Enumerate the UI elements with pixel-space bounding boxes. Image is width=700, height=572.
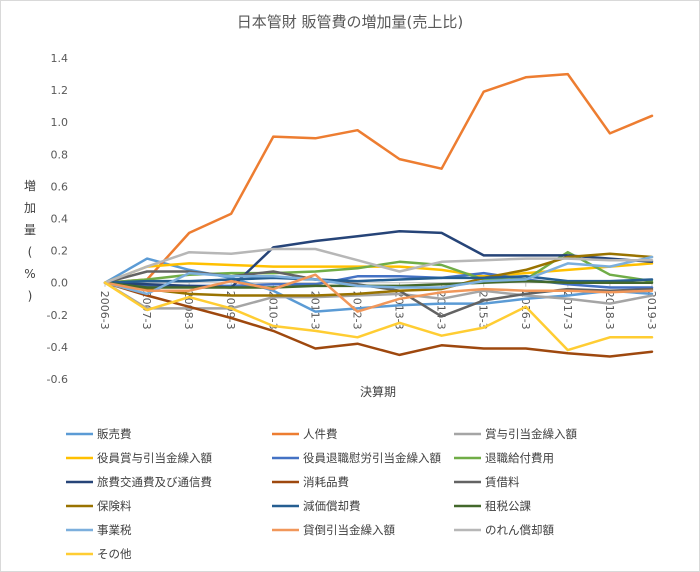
y-tick-label: 1.4 (51, 52, 69, 65)
legend-label: 賞与引当金繰入額 (485, 427, 577, 441)
y-tick-label: -0.6 (47, 373, 68, 386)
legend-label: 人件費 (303, 427, 338, 441)
y-axis-ticks: -0.6 -0.4 -0.2 0.0 0.2 0.4 0.6 0.8 1.0 1.2 1.4 (47, 52, 68, 386)
legend-label: 賃借料 (485, 475, 520, 489)
x-tick-label: 2017-3 (561, 291, 574, 330)
series-line-14 (103, 247, 654, 284)
legend-label: 消耗品費 (303, 475, 349, 489)
legend-label: 事業税 (97, 523, 132, 537)
legend-label: のれん償却額 (485, 523, 554, 537)
x-tick-label: 2018-3 (603, 291, 616, 330)
y-tick-label: 0.6 (51, 180, 69, 193)
legend-label: 役員退職慰労引当金繰入額 (303, 451, 441, 465)
y-tick-label: 0.4 (51, 213, 69, 226)
legend-label: 退職給付費用 (485, 451, 554, 465)
y-axis-title: 増加量(%) (24, 179, 36, 303)
legend-label: その他 (97, 547, 132, 561)
x-tick-label: 2019-3 (645, 291, 658, 330)
x-tick-label: 2006-3 (98, 291, 111, 330)
x-tick-label: 2010-3 (266, 291, 279, 330)
y-tick-label: -0.4 (47, 341, 68, 354)
series-lines (103, 72, 654, 358)
series-line-12 (103, 255, 654, 296)
y-tick-label: 1.2 (51, 84, 69, 97)
legend-label: 旅費交通費及び通信費 (97, 475, 212, 489)
legend-label: 貸倒引当金繰入額 (303, 523, 395, 537)
series-line-7 (103, 281, 654, 358)
y-tick-label: 0.2 (51, 245, 69, 258)
legend-label: 減価償却費 (303, 499, 361, 513)
x-axis-title: 決算期 (360, 384, 396, 399)
y-tick-label: 0.8 (51, 148, 69, 161)
series-line-1 (103, 72, 654, 284)
series-line-10 (103, 275, 654, 284)
x-tick-label: 2014-3 (435, 291, 448, 330)
series-line-15 (103, 281, 654, 352)
series-line-13 (103, 273, 654, 313)
series-line-6 (103, 230, 654, 289)
x-tick-label: 2008-3 (182, 291, 195, 330)
y-tick-label: -0.2 (47, 309, 68, 322)
legend-label: 販売費 (97, 427, 132, 441)
legend-label: 役員賞与引当金繰入額 (97, 451, 212, 465)
legend-label: 保険料 (97, 499, 132, 513)
y-tick-label: 0.0 (51, 277, 69, 290)
x-tick-label: 2015-3 (477, 291, 490, 330)
chart-title: 日本管財 販管費の増加量(売上比) (237, 13, 463, 31)
y-tick-label: 1.0 (51, 116, 69, 129)
legend-label: 租税公課 (485, 499, 531, 513)
